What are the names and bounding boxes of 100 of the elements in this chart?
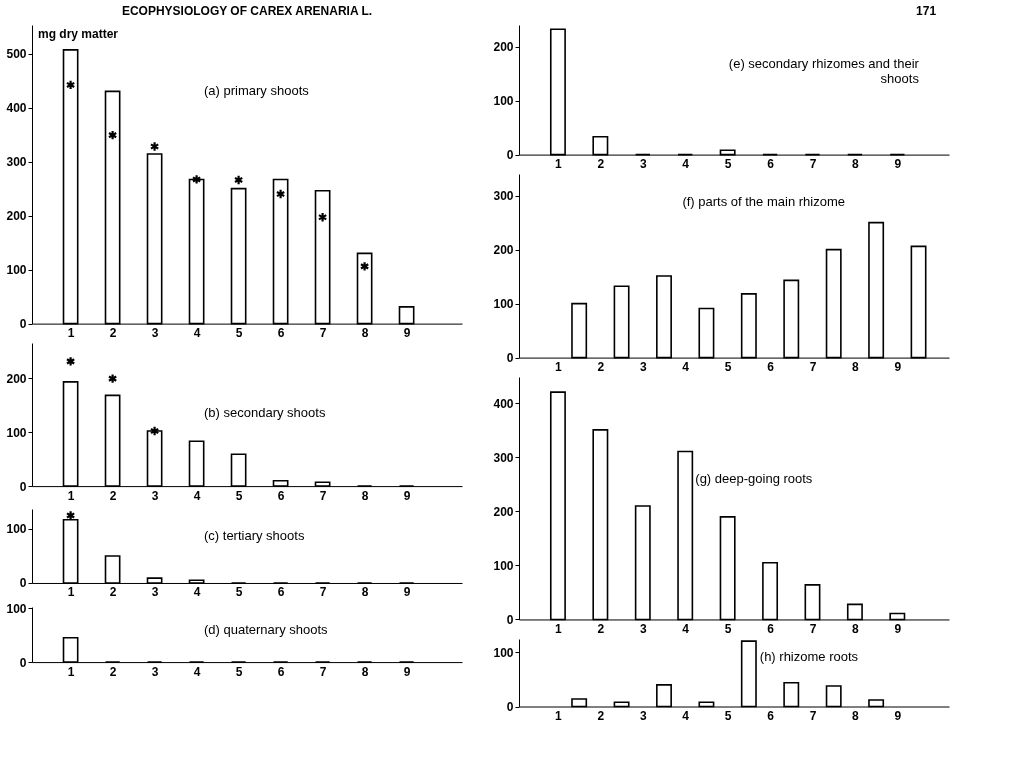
x-tick-label: 9 (894, 360, 902, 375)
x-tick-label: 4 (193, 326, 201, 341)
y-tick-label: 0 (506, 612, 514, 627)
x-tick-label: 1 (555, 360, 563, 375)
x-tick-label: 7 (809, 709, 817, 723)
x-tick-label: 4 (682, 709, 690, 723)
text: 171 (916, 4, 937, 18)
x-tick-label: 9 (894, 157, 902, 172)
y-tick-label: 0 (506, 351, 514, 366)
y-tick-label: 100 (6, 522, 27, 537)
x-tick-label: 8 (361, 585, 369, 600)
x-tick-label: 8 (852, 709, 860, 723)
text: (b) secondary shoots (204, 405, 326, 421)
y-tick-label: 0 (506, 148, 514, 163)
x-tick-label: 2 (109, 488, 117, 503)
x-tick-label: 3 (151, 585, 159, 600)
x-tick-label: 4 (193, 585, 201, 600)
x-tick-label: 3 (151, 664, 159, 679)
x-tick-label: 4 (682, 157, 690, 172)
x-tick-label: 6 (767, 157, 775, 172)
y-tick-label: 500 (6, 47, 27, 62)
x-tick-label: 8 (361, 326, 369, 341)
y-tick-label: 0 (19, 317, 27, 332)
x-tick-label: 7 (319, 488, 327, 503)
point (233, 174, 244, 186)
y-tick-label: 100 (493, 646, 514, 660)
x-tick-label: 7 (809, 360, 817, 375)
y-tick-label: 0 (19, 655, 27, 670)
x-tick-label: 2 (597, 157, 605, 172)
x-tick-label: 9 (894, 709, 902, 723)
text: (c) tertiary shoots (204, 527, 305, 543)
x-tick-label: 1 (67, 488, 75, 503)
x-tick-label: 6 (277, 326, 285, 341)
point (275, 188, 286, 200)
text: (d) quaternary shoots (204, 622, 329, 638)
x-tick-label: 2 (597, 709, 605, 723)
y-tick-label: 0 (19, 479, 27, 494)
x-tick-label: 8 (852, 621, 860, 636)
y-tick-label: 0 (506, 700, 514, 714)
x-tick-label: 5 (724, 709, 732, 723)
x-tick-label: 1 (67, 664, 75, 679)
x-tick-label: 2 (109, 585, 117, 600)
x-tick-label: 8 (361, 664, 369, 679)
x-tick-label: 3 (151, 326, 159, 341)
y-tick-label: 200 (493, 504, 514, 519)
y-tick-label: 300 (493, 189, 514, 204)
y-tick-label: 100 (6, 601, 27, 616)
y-tick-label: 400 (493, 396, 514, 411)
point (149, 425, 160, 437)
x-tick-label: 6 (767, 360, 775, 375)
y-tick-label: 100 (493, 94, 514, 109)
x-tick-label: 5 (724, 360, 732, 375)
y-tick-label: 200 (493, 243, 514, 258)
x-tick-label: 5 (235, 664, 243, 679)
x-tick-label: 7 (319, 326, 327, 341)
x-tick-label: 6 (277, 488, 285, 503)
text: (g) deep-going roots (695, 470, 813, 486)
x-tick-label: 5 (724, 621, 732, 636)
x-tick-label: 5 (235, 488, 243, 503)
x-tick-label: 1 (555, 157, 563, 172)
x-tick-label: 8 (852, 157, 860, 172)
x-tick-label: 3 (639, 621, 647, 636)
y-tick-label: 0 (19, 576, 27, 591)
y-tick-label: 100 (493, 297, 514, 312)
point (65, 356, 76, 367)
x-tick-label: 4 (193, 488, 201, 503)
x-tick-label: 4 (682, 621, 690, 636)
y-tick-label: 200 (6, 209, 27, 224)
x-tick-label: 8 (361, 488, 369, 503)
x-tick-label: 9 (403, 664, 411, 679)
x-tick-label: 7 (319, 664, 327, 679)
x-tick-label: 6 (277, 664, 285, 679)
x-tick-label: 6 (767, 709, 775, 723)
x-tick-label: 1 (555, 709, 563, 723)
text: (f) parts of the main rhizome (682, 193, 845, 209)
y-tick-label: 200 (493, 40, 514, 55)
x-tick-label: 3 (639, 709, 647, 723)
y-axis-title: mg dry matter (38, 27, 119, 41)
x-tick-label: 5 (235, 585, 243, 600)
x-tick-label: 4 (193, 664, 201, 679)
point (191, 174, 202, 185)
x-tick-label: 3 (639, 157, 647, 172)
x-tick-label: 6 (767, 621, 775, 636)
x-tick-label: 7 (809, 157, 817, 172)
text: (a) primary shoots (204, 82, 310, 98)
x-tick-label: 2 (109, 664, 117, 679)
x-tick-label: 9 (894, 621, 902, 636)
x-tick-label: 3 (151, 488, 159, 503)
y-tick-label: 400 (6, 101, 27, 116)
y-tick-label: 200 (6, 371, 27, 386)
x-tick-label: 9 (403, 488, 411, 503)
y-tick-label: 100 (6, 263, 27, 278)
text: (h) rhizome roots (759, 649, 859, 665)
y-tick-label: 300 (6, 155, 27, 170)
text: (e) secondary rhizomes and their shoots (728, 55, 920, 86)
x-tick-label: 2 (597, 621, 605, 636)
x-tick-label: 3 (639, 360, 647, 375)
y-tick-label: 100 (6, 425, 27, 440)
point (359, 261, 370, 272)
x-tick-label: 6 (277, 585, 285, 600)
